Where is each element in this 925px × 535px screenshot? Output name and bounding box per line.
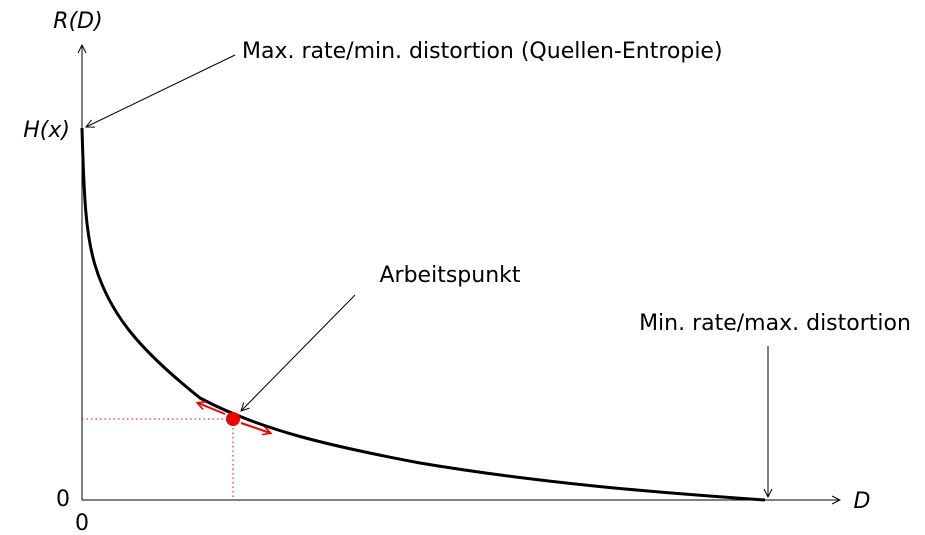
annotation-arrow bbox=[86, 54, 236, 127]
annotation: Min. rate/max. distortion bbox=[639, 311, 911, 336]
rd-curve bbox=[80, 127, 766, 502]
red-arrow bbox=[240, 422, 270, 433]
red-arrow bbox=[198, 403, 226, 415]
annotation: Max. rate/min. distortion (Quellen-Entro… bbox=[242, 39, 723, 64]
x-axis-label: D bbox=[854, 489, 871, 514]
x-zero-label: 0 bbox=[75, 511, 89, 535]
y-zero-label: 0 bbox=[56, 487, 70, 512]
annotation: Arbeitspunkt bbox=[379, 263, 520, 288]
y-max-label: H(x) bbox=[23, 118, 70, 143]
operating-point bbox=[226, 412, 240, 426]
annotation-arrow bbox=[241, 294, 356, 411]
y-axis-label: R(D) bbox=[53, 9, 102, 34]
